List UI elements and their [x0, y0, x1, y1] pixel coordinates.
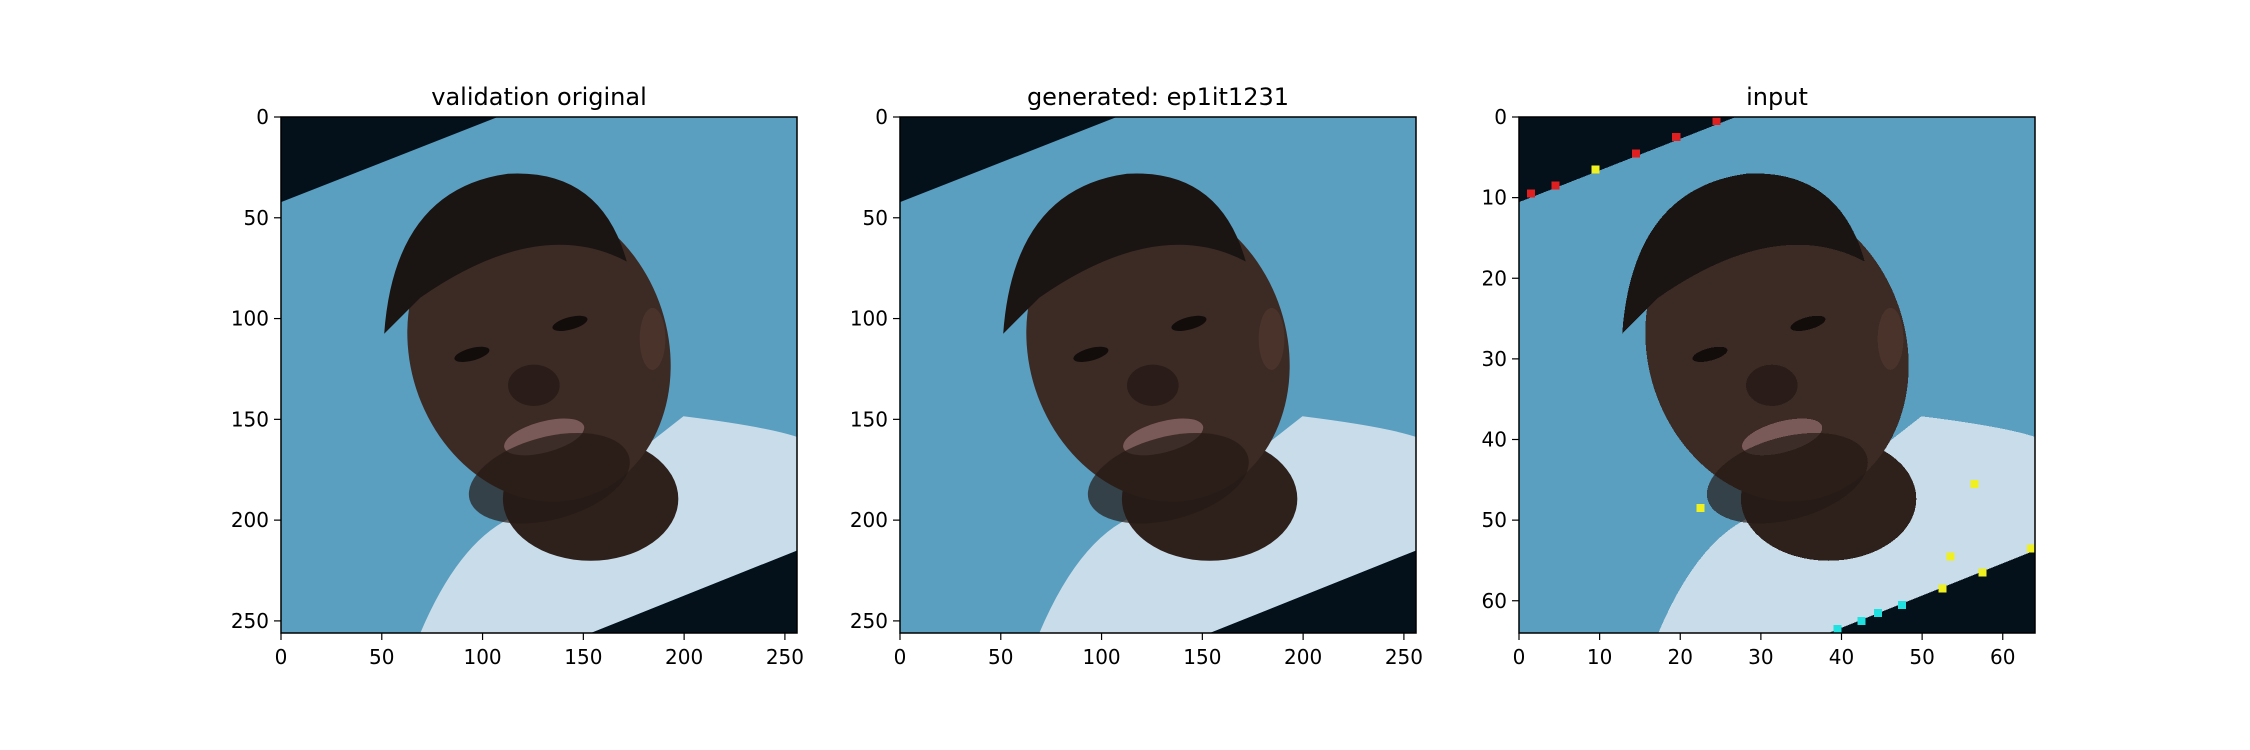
y-tick-label: 0: [256, 105, 269, 129]
y-tick-label: 50: [863, 206, 888, 230]
panel-title: generated: ep1it1231: [1027, 83, 1289, 111]
x-tick-label: 50: [1909, 645, 1934, 669]
x-tick-label: 250: [766, 645, 804, 669]
y-tick-label: 200: [850, 508, 888, 532]
y-tick-label: 100: [850, 307, 888, 331]
x-tick-label: 200: [665, 645, 703, 669]
x-tick-label: 0: [275, 645, 288, 669]
y-tick-label: 40: [1482, 428, 1507, 452]
y-tick-label: 200: [231, 508, 269, 532]
y-tick-label: 150: [231, 407, 269, 431]
y-tick-label: 30: [1482, 347, 1507, 371]
y-tick-label: 60: [1482, 589, 1507, 613]
panel-2: input 0 10 20 30 40 50 60 0 10 20 30 40 50 60: [1482, 83, 2035, 669]
y-tick-label: 250: [231, 609, 269, 633]
y-tick-label: 20: [1482, 266, 1507, 290]
x-tick-label: 100: [463, 645, 501, 669]
y-tick-label: 50: [1482, 508, 1507, 532]
y-tick-label: 150: [850, 407, 888, 431]
face-photo-icon: [281, 117, 797, 633]
x-tick-label: 150: [564, 645, 602, 669]
x-tick-label: 200: [1284, 645, 1322, 669]
x-tick-label: 50: [988, 645, 1013, 669]
face-photo-icon: [900, 117, 1416, 633]
y-tick-label: 0: [1494, 105, 1507, 129]
x-tick-label: 30: [1748, 645, 1773, 669]
y-tick-label: 0: [875, 105, 888, 129]
x-tick-label: 0: [894, 645, 907, 669]
y-tick-label: 50: [244, 206, 269, 230]
x-tick-label: 150: [1183, 645, 1221, 669]
x-tick-label: 50: [369, 645, 394, 669]
y-tick-label: 100: [231, 307, 269, 331]
x-tick-label: 0: [1513, 645, 1526, 669]
x-tick-label: 10: [1587, 645, 1612, 669]
x-tick-label: 60: [1990, 645, 2015, 669]
x-tick-label: 40: [1829, 645, 1854, 669]
x-tick-label: 250: [1385, 645, 1423, 669]
panel-title: validation original: [431, 83, 647, 111]
x-tick-label: 20: [1668, 645, 1693, 669]
x-tick-label: 100: [1082, 645, 1120, 669]
panel-title: input: [1746, 83, 1808, 111]
face-photo-icon: [1519, 117, 2035, 633]
y-tick-label: 10: [1482, 186, 1507, 210]
y-tick-label: 250: [850, 609, 888, 633]
